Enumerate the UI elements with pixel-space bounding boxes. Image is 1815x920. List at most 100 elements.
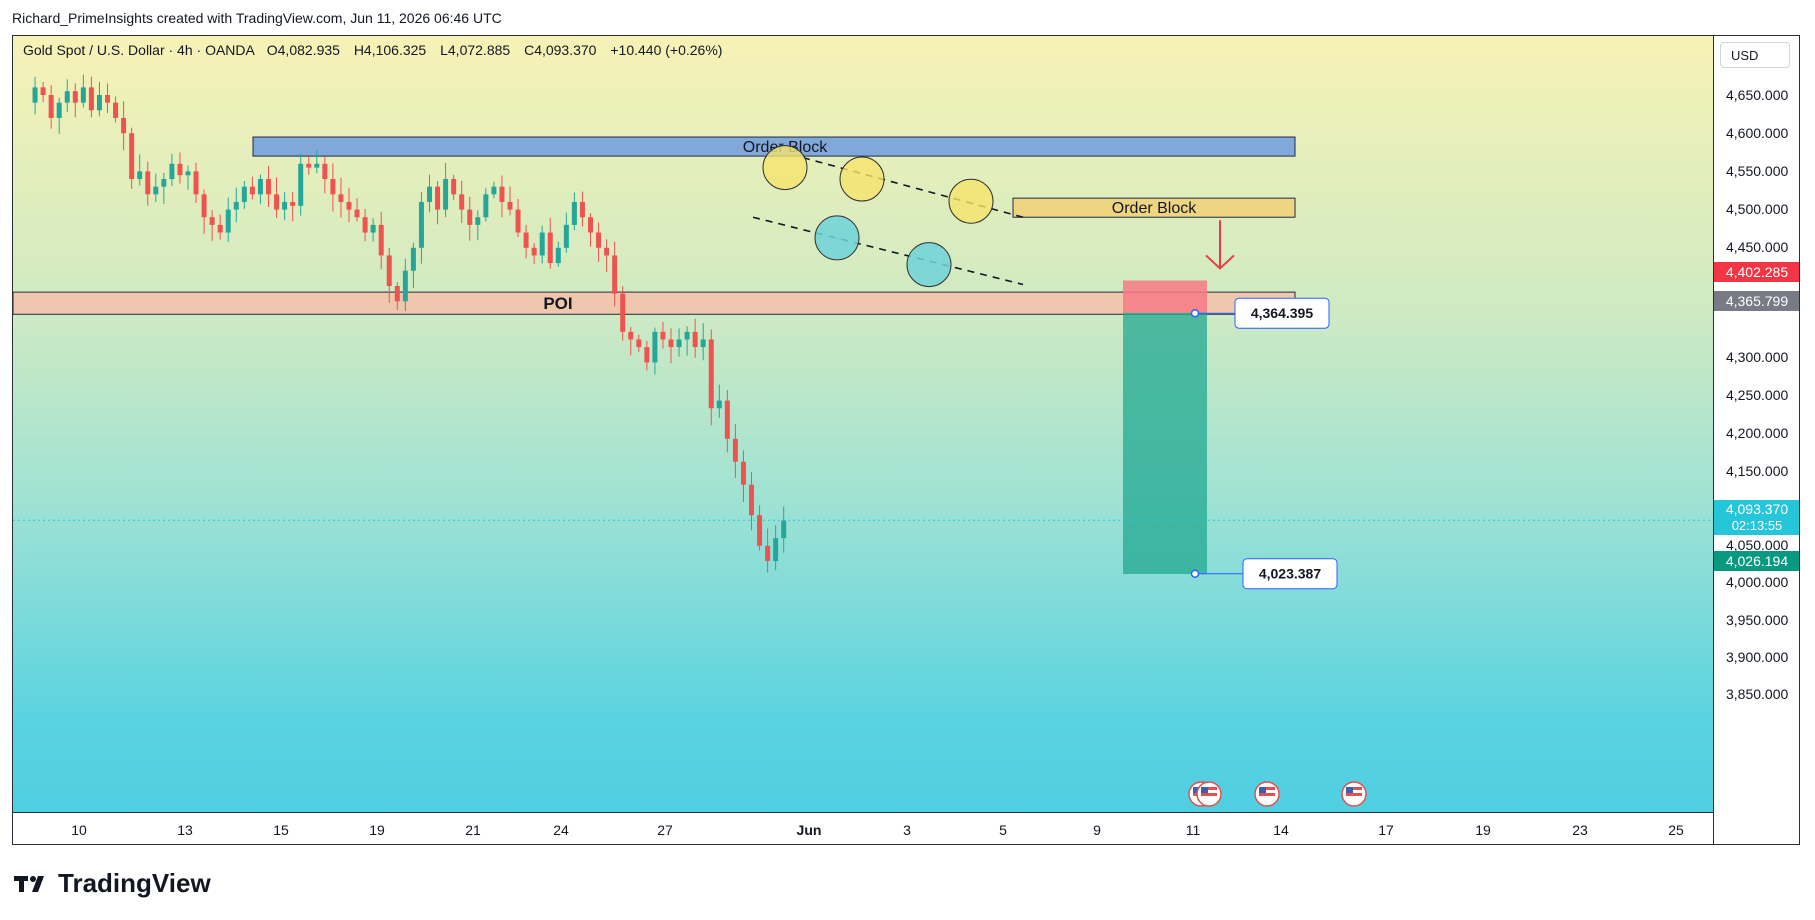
candle-body <box>193 171 199 195</box>
candle-body <box>201 194 207 218</box>
candle-body <box>80 87 86 103</box>
candle-body <box>249 186 255 195</box>
candle-body <box>684 331 690 340</box>
candle-body <box>716 400 722 409</box>
candle-body <box>555 247 561 264</box>
time-tick: 15 <box>273 822 289 838</box>
last-price-tag: 4,093.370 <box>1714 500 1799 518</box>
candle-body <box>467 209 473 225</box>
candle-body <box>765 545 771 562</box>
time-tick: 13 <box>177 822 193 838</box>
candle-body <box>628 331 634 340</box>
price-tick: 3,900.000 <box>1726 649 1789 665</box>
candle-body <box>330 179 336 195</box>
candle-body <box>507 201 513 210</box>
price-axis[interactable]: USD 4,650.000 4,600.000 4,550.000 4,500.… <box>1713 36 1799 844</box>
us-event-flag-stripe <box>1259 793 1275 796</box>
time-tick: 23 <box>1572 822 1588 838</box>
target-anchor <box>1190 569 1200 578</box>
us-event-flag-stripe <box>1259 787 1275 790</box>
candle-body <box>233 201 239 210</box>
candle-body <box>757 515 763 546</box>
candle-body <box>418 201 424 248</box>
us-event-flag-stripe <box>1346 793 1362 796</box>
order-block-label-right: Order Block <box>1112 200 1197 217</box>
candle-body <box>274 194 280 210</box>
target-price-tag: 4,026.194 <box>1714 551 1799 571</box>
candle-body <box>740 461 746 485</box>
candle-body <box>378 224 384 256</box>
order-block-zone-right <box>1012 197 1296 218</box>
candle-body <box>604 247 610 256</box>
time-tick: 25 <box>1668 822 1684 838</box>
candle-body <box>579 201 585 218</box>
us-event-flag-canton <box>1259 787 1266 793</box>
time-tick-month: Jun <box>796 822 822 838</box>
candle-body <box>724 400 730 439</box>
candle-body <box>515 209 521 233</box>
swing-high-circle <box>839 156 885 202</box>
candle-body <box>225 209 231 233</box>
plot-area[interactable]: Order Block Order Block POI 4,364.395 4,023.… <box>13 36 1713 812</box>
candle-body <box>451 179 457 195</box>
candle-body <box>153 186 159 195</box>
candle-body <box>668 339 674 348</box>
target-price-box <box>1242 558 1338 590</box>
currency-button[interactable]: USD <box>1720 42 1790 68</box>
tradingview-logo[interactable]: TradingView <box>14 868 211 899</box>
ohlc-open: O4,082.935 <box>266 42 340 58</box>
candle-body <box>459 194 465 210</box>
candle-body <box>362 217 368 233</box>
candle-body <box>732 438 738 462</box>
candle-body <box>257 179 263 195</box>
price-tick: 4,500.000 <box>1726 201 1789 217</box>
candle-body <box>145 171 151 195</box>
swing-high-circle <box>948 178 994 224</box>
candle-body <box>56 102 62 118</box>
candle-body <box>282 201 288 210</box>
candle-body <box>129 133 135 180</box>
time-tick: 5 <box>999 822 1007 838</box>
swing-low-circle <box>814 215 860 261</box>
candle-body <box>692 331 698 348</box>
candle-body <box>700 339 706 348</box>
entry-price-label: 4,364.395 <box>1251 305 1313 321</box>
candle-body <box>563 224 569 248</box>
us-event-flag-stripe <box>1201 793 1217 796</box>
candle-body <box>427 186 432 202</box>
candle-body <box>531 247 537 256</box>
time-tick: 24 <box>553 822 569 838</box>
ohlc-low: L4,072.885 <box>440 42 511 58</box>
symbol-name[interactable]: Gold Spot / U.S. Dollar · 4h · OANDA <box>23 42 255 58</box>
tradingview-logo-icon <box>14 875 44 892</box>
countdown-tag: 02:13:55 <box>1714 517 1799 535</box>
candle-body <box>314 163 320 168</box>
candle-body <box>749 484 754 516</box>
candle-body <box>547 232 553 264</box>
price-tick: 3,950.000 <box>1726 612 1789 628</box>
time-tick: 21 <box>465 822 481 838</box>
candle-body <box>209 217 215 225</box>
candle-body <box>410 247 416 271</box>
price-tick: 4,550.000 <box>1726 163 1789 179</box>
swing-low-circle <box>906 242 952 288</box>
candle-body <box>660 331 666 340</box>
price-tick: 4,300.000 <box>1726 349 1789 365</box>
candle-body <box>72 91 78 103</box>
tradingview-logo-text: TradingView <box>58 868 211 898</box>
ohlc-close: C4,093.370 <box>524 42 597 58</box>
chart-container[interactable]: Order Block Order Block POI 4,364.395 4,023.… <box>12 35 1800 845</box>
candle-body <box>121 117 127 134</box>
candle-body <box>620 293 626 332</box>
candle-body <box>571 201 577 225</box>
time-axis[interactable]: 10 13 15 19 21 24 27 Jun 3 5 9 11 14 17 … <box>13 812 1713 844</box>
candle-body <box>88 87 94 111</box>
entry-price-tag: 4,365.799 <box>1714 291 1799 311</box>
candle-body <box>113 102 119 118</box>
price-tick: 4,150.000 <box>1726 463 1789 479</box>
candle-body <box>266 179 271 195</box>
candle-body <box>588 217 593 233</box>
us-event-flag-stripe <box>1346 787 1362 790</box>
candle-body <box>636 339 642 348</box>
